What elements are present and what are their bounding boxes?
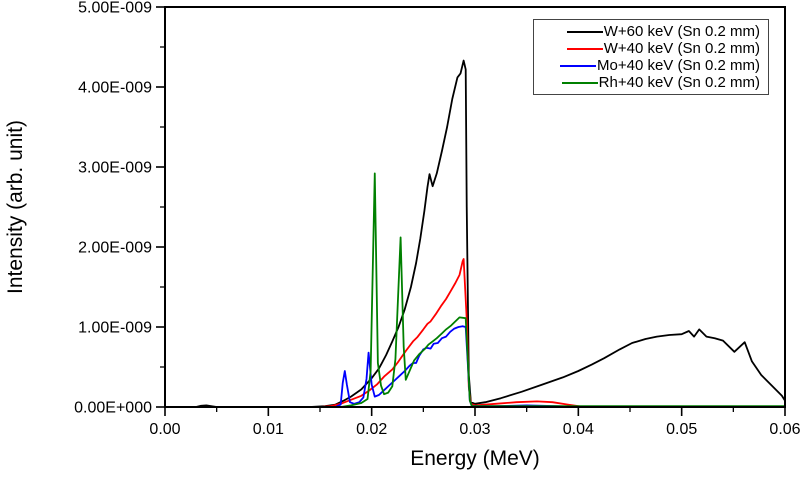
legend-swatch-rh40-line <box>561 81 598 84</box>
legend-label: Mo+40 keV (Sn 0.2 mm) <box>597 56 760 74</box>
series-line-4 <box>164 172 786 408</box>
y-tick-label: 1.00E-009 <box>78 320 152 337</box>
y-tick-label: 4.00E-009 <box>78 80 152 97</box>
x-axis-title: Energy (MeV) <box>410 447 540 470</box>
legend-item-w60: W+60 keV (Sn 0.2 mm) <box>566 22 760 40</box>
legend-item-mo40: Mo+40 keV (Sn 0.2 mm) <box>560 56 760 74</box>
legend: W+60 keV (Sn 0.2 mm) W+40 keV (Sn 0.2 mm… <box>533 19 769 95</box>
x-tick-label: 0.05 <box>666 421 697 438</box>
x-tick-label: 0.03 <box>459 421 490 438</box>
y-axis-title: Intensity (arb. unit) <box>4 120 27 294</box>
legend-swatch-w40-line <box>566 47 603 50</box>
x-tick-label: 0.06 <box>769 421 800 438</box>
series-line-2 <box>164 258 786 408</box>
legend-item-w40: W+40 keV (Sn 0.2 mm) <box>566 39 760 57</box>
y-tick-label: 5.00E-009 <box>78 0 152 17</box>
x-tick-label: 0.02 <box>356 421 387 438</box>
plot-frame <box>164 6 786 408</box>
y-tick-label: 0.00E+000 <box>74 400 152 417</box>
x-tick-label: 0.00 <box>149 421 180 438</box>
legend-label: Rh+40 keV (Sn 0.2 mm) <box>598 73 760 91</box>
legend-label: W+40 keV (Sn 0.2 mm) <box>603 39 760 57</box>
series-line-3 <box>164 325 786 408</box>
legend-item-rh40: Rh+40 keV (Sn 0.2 mm) <box>561 73 760 91</box>
series-line-1 <box>164 59 786 408</box>
x-tick-label: 0.04 <box>563 421 594 438</box>
legend-swatch-mo40-line <box>560 64 597 67</box>
y-tick-label: 2.00E-009 <box>78 240 152 257</box>
x-tick-label: 0.01 <box>253 421 284 438</box>
y-tick-label: 3.00E-009 <box>78 160 152 177</box>
legend-swatch-w60-line <box>566 30 603 33</box>
legend-label: W+60 keV (Sn 0.2 mm) <box>603 22 760 40</box>
